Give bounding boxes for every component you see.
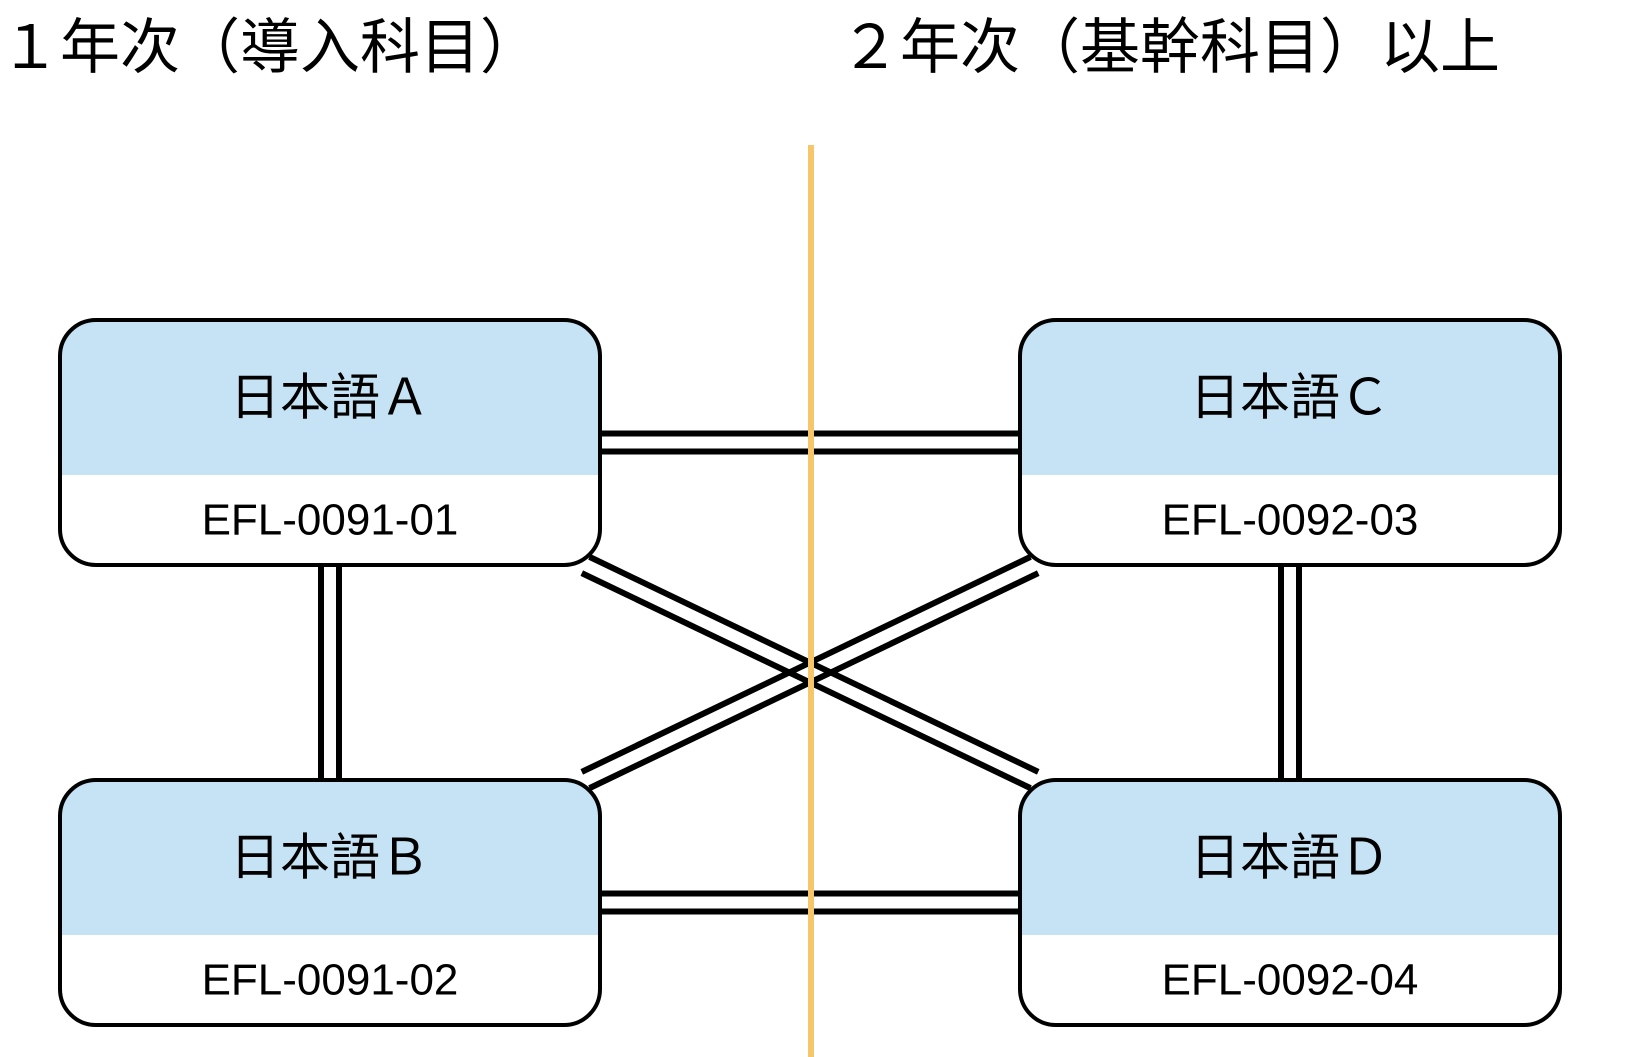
course-node-B: 日本語Ｂ EFL-0091-02 (60, 780, 600, 1025)
header-year1: １年次（導入科目） (0, 14, 540, 81)
course-code-C: EFL-0092-03 (1162, 496, 1419, 545)
edge-A-D (582, 573, 1031, 788)
course-code-D: EFL-0092-04 (1162, 956, 1419, 1005)
header-layer: １年次（導入科目） ２年次（基幹科目）以上 (0, 14, 1500, 81)
course-title-D: 日本語Ｄ (1190, 830, 1390, 886)
edge-B-C (582, 557, 1031, 772)
course-node-A: 日本語Ａ EFL-0091-01 (60, 320, 600, 565)
course-node-D: 日本語Ｄ EFL-0092-04 (1020, 780, 1560, 1025)
diagram-root: 日本語Ａ EFL-0091-01 日本語Ｂ EFL-0091-02 日本語Ｃ EFL-00… (0, 0, 1626, 1057)
course-title-B: 日本語Ｂ (230, 830, 430, 886)
course-title-A: 日本語Ａ (230, 370, 430, 426)
course-title-C: 日本語Ｃ (1190, 370, 1390, 426)
course-code-B: EFL-0091-02 (202, 956, 459, 1005)
course-code-A: EFL-0091-01 (202, 496, 459, 545)
course-node-C: 日本語Ｃ EFL-0092-03 (1020, 320, 1560, 565)
header-year2: ２年次（基幹科目）以上 (840, 14, 1500, 81)
